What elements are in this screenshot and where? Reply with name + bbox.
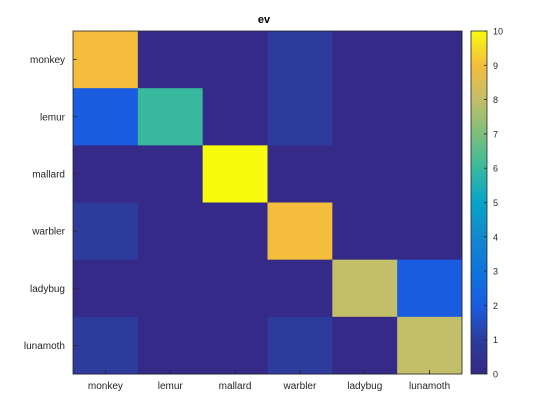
heatmap-cell	[137, 145, 204, 203]
colorbar-tick-label: 10	[493, 27, 503, 37]
heatmap-cell	[73, 316, 139, 375]
colorbar-tick-label: 7	[493, 129, 498, 139]
heatmap-cell	[202, 88, 268, 146]
heatmap-cell	[332, 316, 398, 375]
colorbar-tick-label: 6	[493, 164, 498, 174]
heatmap-cell	[397, 202, 463, 261]
y-tick-label: mallard	[32, 169, 65, 180]
heatmap-cell	[332, 88, 398, 146]
colorbar-tick-label: 0	[493, 370, 498, 380]
heatmap-cell	[267, 259, 333, 318]
x-tick-label: warbler	[283, 381, 317, 392]
heatmap-cell	[73, 145, 139, 203]
heatmap-cell	[137, 88, 204, 146]
heatmap-cell	[137, 202, 204, 261]
heatmap-cell	[267, 31, 333, 89]
heatmap-cell	[137, 31, 204, 89]
x-tick-label: ladybug	[347, 381, 382, 392]
x-tick-label: lunamoth	[409, 381, 450, 392]
heatmap-cell	[332, 259, 398, 318]
heatmap-cell	[202, 31, 268, 89]
plot-frame	[72, 30, 463, 375]
heatmap-cells	[73, 31, 463, 375]
heatmap-cell	[73, 88, 139, 146]
x-tick-label: lemur	[158, 381, 184, 392]
heatmap-cell	[397, 88, 463, 146]
heatmap-cell	[332, 145, 398, 203]
y-axis: monkey lemur mallard warbler ladybug lunamoth	[24, 55, 77, 352]
heatmap-cell	[73, 31, 139, 89]
colorbar-tick-label: 3	[493, 267, 498, 277]
heatmap-cell	[332, 202, 398, 261]
colorbar-tick-label: 4	[493, 232, 498, 242]
y-tick-label: monkey	[30, 55, 65, 66]
y-tick-label: ladybug	[30, 284, 65, 295]
colorbar-tick-label: 2	[493, 301, 498, 311]
colorbar-tick-label: 5	[493, 198, 498, 208]
heatmap-cell	[397, 31, 463, 89]
heatmap-cell	[397, 145, 463, 203]
y-tick-label: lemur	[40, 112, 66, 123]
x-tick-label: mallard	[219, 381, 252, 392]
x-axis: monkey lemur mallard warbler ladybug lunamoth	[88, 370, 450, 392]
heatmap-cell	[73, 259, 139, 318]
heatmap-cell	[267, 202, 333, 261]
heatmap-cell	[202, 145, 268, 203]
y-tick-label: lunamoth	[24, 341, 65, 352]
colorbar-tick-label: 9	[493, 61, 498, 71]
heatmap-cell	[202, 316, 268, 375]
heatmap-cell	[202, 259, 268, 318]
heatmap-cell	[267, 145, 333, 203]
heatmap-cell	[267, 316, 333, 375]
heatmap-cell	[397, 259, 463, 318]
y-tick-label: warbler	[31, 227, 65, 238]
heatmap-cell	[137, 259, 204, 318]
heatmap-cell	[202, 202, 268, 261]
heatmap-cell	[137, 316, 204, 375]
heatmap-cell	[397, 316, 463, 375]
heatmap-cell	[267, 88, 333, 146]
heatmap-cell	[73, 202, 139, 261]
x-tick-label: monkey	[88, 381, 123, 392]
heatmap-cell	[332, 31, 398, 89]
colorbar: 0 1 2 3 4 5 6 7 8 9 10	[470, 27, 503, 380]
chart-title: ev	[258, 14, 271, 26]
colorbar-tick-label: 8	[493, 95, 498, 105]
colorbar-tick-label: 1	[493, 335, 498, 345]
